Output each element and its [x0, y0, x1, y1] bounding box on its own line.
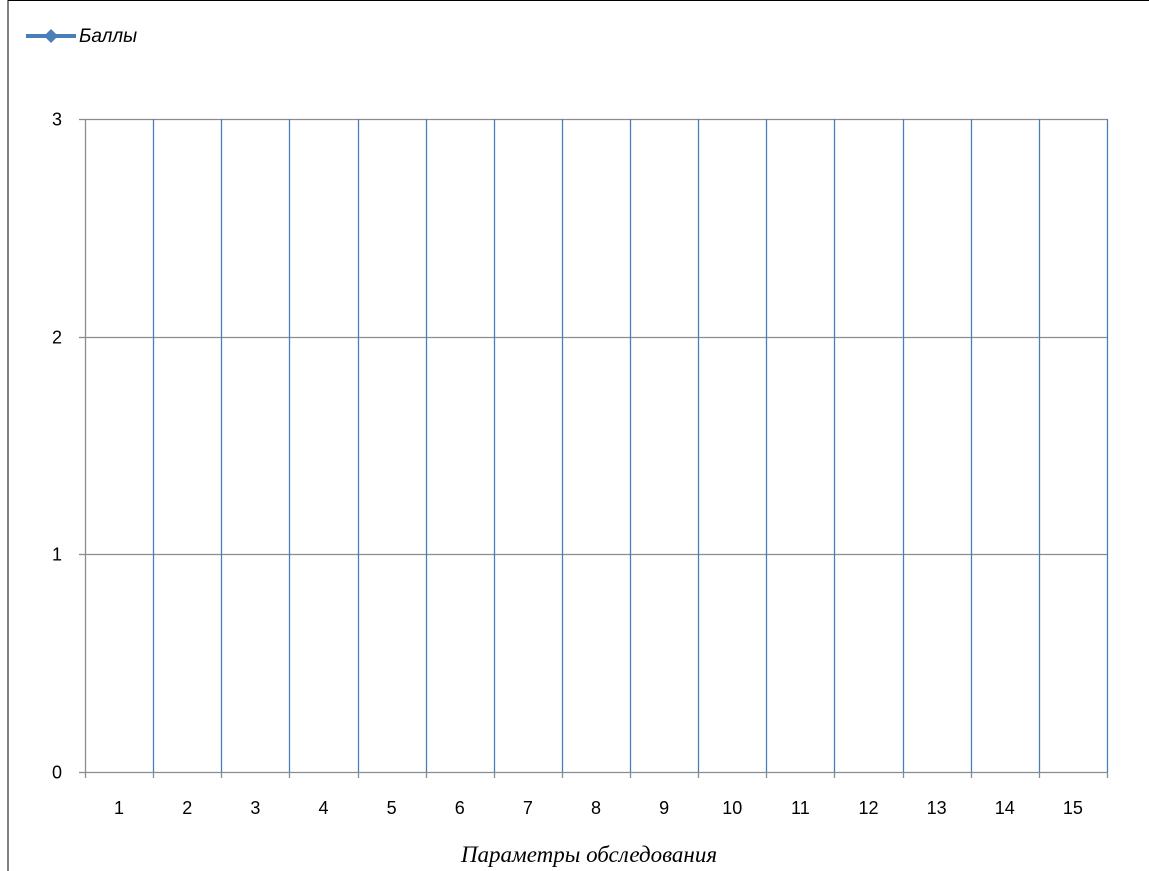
x-tick-label: 3 [250, 798, 260, 818]
legend-series-label: Баллы [79, 26, 137, 47]
x-tick-label: 11 [791, 798, 810, 818]
axis-layer [79, 118, 1109, 778]
x-tick-label: 7 [523, 798, 533, 818]
y-tick-label: 0 [52, 763, 62, 783]
x-tick-labels: 1 2 3 4 5 6 7 8 9 10 11 12 13 14 15 [114, 798, 1083, 818]
x-tick-label: 6 [455, 798, 465, 818]
x-tick-label: 12 [859, 798, 879, 818]
x-tick-label: 15 [1063, 798, 1083, 818]
x-tick-label: 8 [591, 798, 601, 818]
y-tick-label: 2 [52, 328, 62, 348]
y-tick-label: 3 [52, 110, 62, 130]
grid-layer [85, 118, 1107, 556]
x-axis-title: Параметры обследования [460, 842, 717, 867]
x-tick-label: 14 [995, 798, 1015, 818]
x-tick-label: 1 [114, 798, 124, 818]
x-tick-label: 10 [722, 798, 742, 818]
legend-diamond-marker-icon [44, 29, 58, 43]
x-tick-label: 2 [182, 798, 192, 818]
x-tick-label: 5 [387, 798, 397, 818]
x-tick-label: 4 [318, 798, 328, 818]
y-tick-label: 1 [52, 545, 62, 565]
x-tick-label: 9 [659, 798, 669, 818]
x-tick-label: 13 [927, 798, 947, 818]
y-tick-labels: 0 1 2 3 [52, 110, 62, 783]
vertical-grid-layer [152, 119, 1109, 772]
legend: Баллы [26, 26, 137, 47]
